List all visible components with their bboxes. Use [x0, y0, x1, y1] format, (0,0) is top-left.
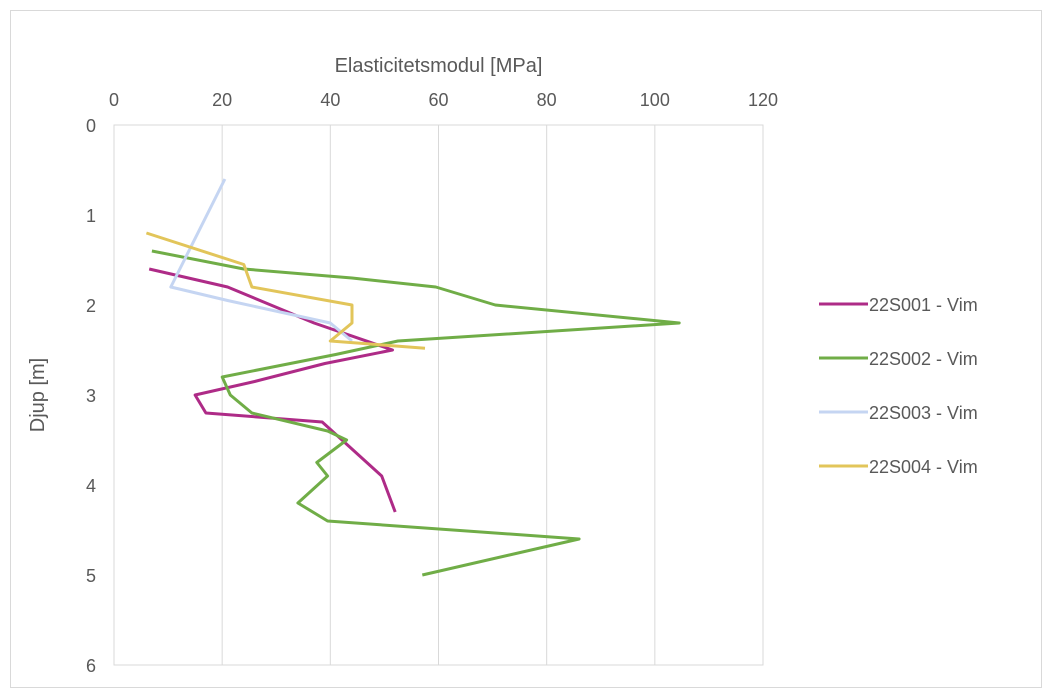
series-line-4	[145, 231, 426, 350]
x-tick-label: 120	[748, 90, 778, 110]
y-tick-labels: 0 1 2 3 4 5 6	[86, 116, 96, 676]
y-axis-title: Djup [m]	[27, 358, 49, 432]
series-line-2	[151, 249, 681, 577]
y-tick-label: 3	[86, 386, 96, 406]
y-tick-label: 0	[86, 116, 96, 136]
x-axis-title: Elasticitetsmodul [MPa]	[335, 55, 543, 77]
legend-label: 22S004 - Vim	[869, 457, 978, 477]
x-tick-label: 60	[428, 90, 448, 110]
series-layer	[145, 178, 681, 577]
y-tick-label: 2	[86, 296, 96, 316]
plot-area-border	[113, 124, 764, 666]
y-tick-label: 1	[86, 206, 96, 226]
chart-frame	[10, 10, 1042, 688]
x-tick-labels: 0 20 40 60 80 100 120	[109, 90, 778, 110]
x-tick-label: 80	[537, 90, 557, 110]
series-line-1	[148, 267, 397, 513]
legend-item: 22S002 - Vim	[819, 349, 978, 369]
legend-label: 22S002 - Vim	[869, 349, 978, 369]
x-tick-label: 100	[640, 90, 670, 110]
y-tick-label: 6	[86, 656, 96, 676]
series-line-3	[169, 178, 353, 343]
x-tick-label: 20	[212, 90, 232, 110]
legend-item: 22S004 - Vim	[819, 457, 978, 477]
legend-label: 22S001 - Vim	[869, 295, 978, 315]
legend-label: 22S003 - Vim	[869, 403, 978, 423]
gridlines	[221, 125, 656, 665]
y-tick-label: 4	[86, 476, 96, 496]
legend-item: 22S003 - Vim	[819, 403, 978, 423]
legend-item: 22S001 - Vim	[819, 295, 978, 315]
legend: 22S001 - Vim 22S002 - Vim 22S003 - Vim 22S0…	[819, 295, 978, 477]
x-tick-label: 40	[320, 90, 340, 110]
y-tick-label: 5	[86, 566, 96, 586]
x-tick-label: 0	[109, 90, 119, 110]
